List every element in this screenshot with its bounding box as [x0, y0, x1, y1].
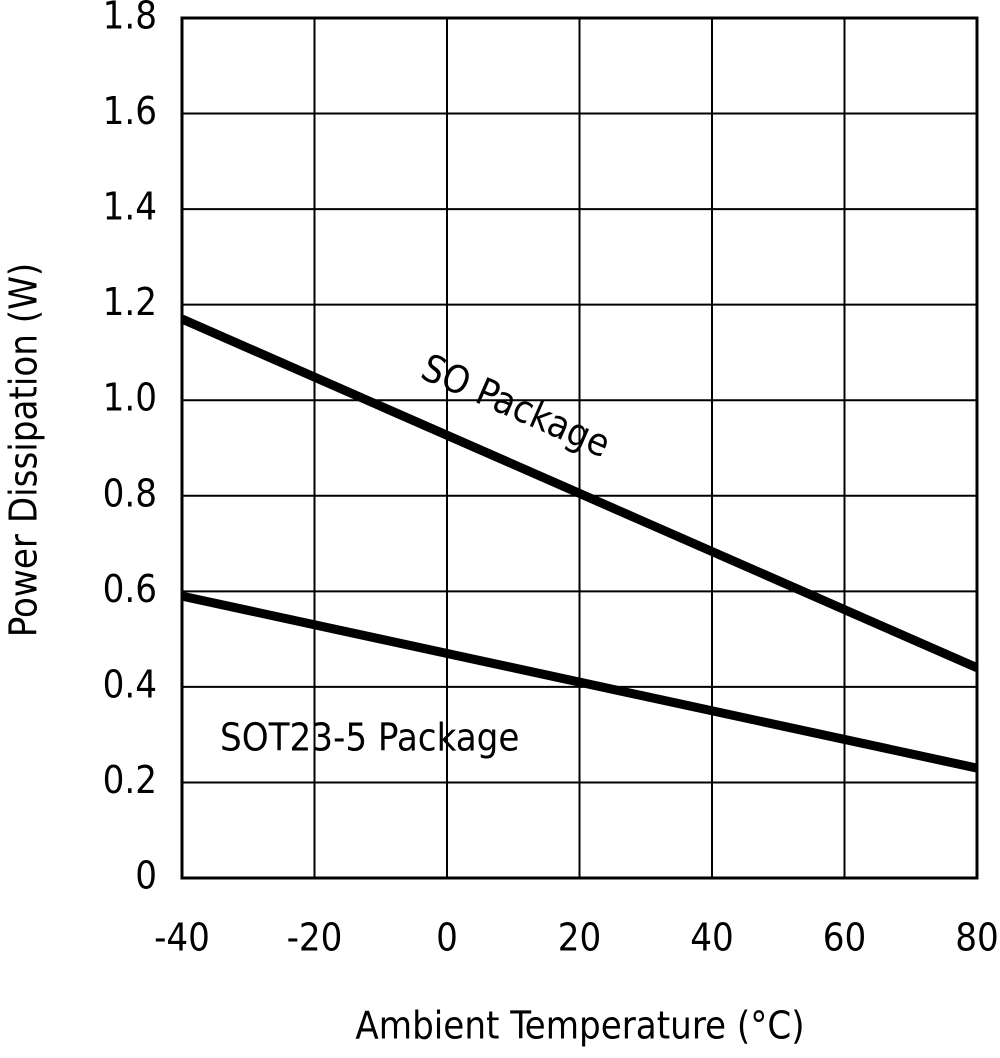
y-tick-label: 0.6: [103, 567, 157, 611]
x-tick-label: -40: [154, 916, 210, 960]
y-axis-label: Power Dissipation (W): [2, 263, 46, 638]
x-tick-label: 80: [955, 916, 999, 960]
data-line: [180, 314, 979, 672]
y-tick-label: 1.8: [103, 0, 157, 38]
y-tick-label: 1.4: [103, 185, 157, 229]
y-tick-label: 0: [135, 854, 157, 898]
y-tick-label: 0.2: [103, 758, 157, 802]
series-label: SOT23-5 Package: [220, 716, 519, 760]
x-tick-label: 0: [436, 916, 458, 960]
y-tick-label: 0.8: [103, 471, 157, 515]
x-tick-label: 40: [690, 916, 734, 960]
x-tick-label: -20: [287, 916, 343, 960]
y-tick-label: 1.6: [103, 89, 157, 133]
y-tick-label: 1.0: [103, 376, 157, 420]
x-tick-label: 60: [823, 916, 867, 960]
plot-frame: [180, 16, 979, 880]
data-line: [181, 591, 978, 773]
y-tick-label: 1.2: [103, 280, 157, 324]
y-tick-label: 0.4: [103, 662, 157, 706]
x-axis-label: Ambient Temperature (°C): [355, 1004, 804, 1048]
series-label: SO Package: [415, 345, 617, 466]
x-tick-label: 20: [558, 916, 602, 960]
